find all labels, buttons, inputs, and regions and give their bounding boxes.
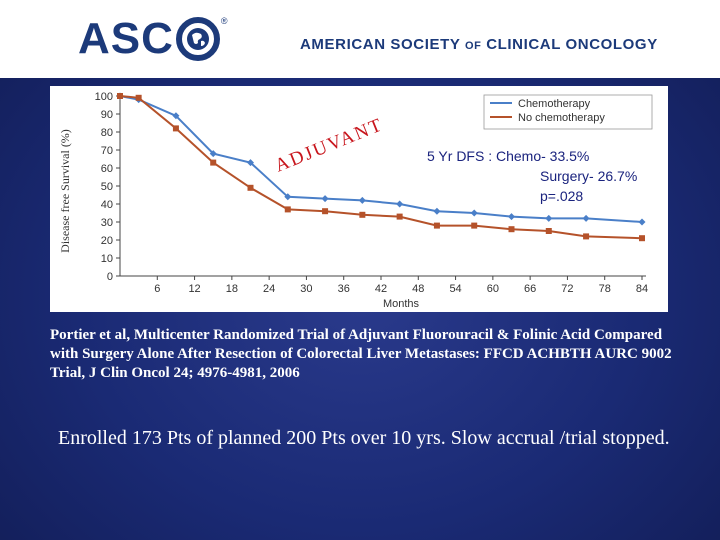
data-point [638,218,646,226]
legend-label: Chemotherapy [518,98,591,110]
data-point [545,214,553,222]
data-point [321,195,329,203]
y-tick-label: 70 [101,145,113,157]
x-tick-label: 18 [226,283,238,295]
data-point [433,207,441,215]
data-point [135,94,142,101]
data-point [639,235,645,242]
x-tick-label: 54 [449,283,461,295]
y-tick-label: 90 [101,109,113,121]
x-tick-label: 42 [375,283,387,295]
data-point [284,193,292,201]
data-point [284,206,291,213]
y-tick-label: 40 [101,199,113,211]
data-point [247,184,254,191]
y-tick-label: 0 [107,271,113,283]
legend-box [483,94,653,130]
data-point [322,208,329,215]
asco-logo: ASC ® [78,16,228,62]
x-tick-label: 60 [487,283,499,295]
registered-mark: ® [220,16,228,26]
chart-panel: 0 10 20 30 40 50 60 70 80 90 100 6 12 18 24 30 36 42 48 54 6… [50,86,668,312]
y-axis-label: Disease free Survival (%) [58,129,72,253]
data-point [583,233,590,240]
stats-line-1: 5 Yr DFS : Chemo- 33.5% [427,148,589,164]
y-tick-label: 20 [101,235,113,247]
x-tick-label: 36 [338,283,350,295]
data-point [582,214,590,222]
org-name-part1: AMERICAN SOCIETY [300,36,465,53]
logo-text: ASC [78,14,174,63]
y-tick-label: 10 [101,253,113,265]
stats-line-3: p=.028 [540,188,583,204]
y-tick-label: 50 [101,181,113,193]
y-tick-label: 80 [101,127,113,139]
data-point [358,196,366,204]
data-point [508,213,515,221]
x-axis-label: Months [383,298,420,310]
x-tick-label: 6 [154,283,160,295]
data-point [471,222,478,229]
chart-annotation: ADJUVANT [272,114,386,177]
data-point [396,200,404,208]
y-tick-label: 100 [95,91,113,103]
data-point [209,150,217,158]
legend-label: No chemotherapy [518,112,605,124]
x-tick-label: 12 [188,283,200,295]
data-point [433,222,440,229]
x-tick-label: 72 [561,283,573,295]
data-point [359,211,366,218]
org-name-of: OF [464,40,482,52]
globe-o-icon [175,17,220,61]
y-tick-label: 30 [101,217,113,229]
data-point [396,213,403,220]
data-point [210,159,217,166]
x-tick-label: 48 [412,283,424,295]
org-name: AMERICAN SOCIETY OF CLINICAL ONCOLOGY [300,36,658,53]
x-tick-label: 78 [599,283,611,295]
org-name-part2: CLINICAL ONCOLOGY [481,36,658,53]
y-tick-label: 60 [101,163,113,175]
enrollment-note: Enrolled 173 Pts of planned 200 Pts over… [58,427,670,449]
x-tick-label: 84 [636,283,648,295]
x-tick-label: 66 [524,283,536,295]
x-tick-label: 24 [263,283,275,295]
data-point [508,226,515,233]
asco-header: ASC ® AMERICAN SOCIETY OF CLINICAL ONCOL… [0,0,720,78]
data-point [117,93,123,99]
x-tick-label: 30 [300,283,312,295]
data-point [172,125,179,132]
data-point [545,228,552,234]
data-point [247,159,254,167]
data-point [470,209,478,217]
data-point [172,112,180,120]
survival-chart: 0 10 20 30 40 50 60 70 80 90 100 6 12 18 24 30 36 42 48 54 6… [58,91,653,310]
stats-line-2: Surgery- 26.7% [540,168,637,184]
citation-text: Portier et al, Multicenter Randomized Tr… [50,327,672,381]
